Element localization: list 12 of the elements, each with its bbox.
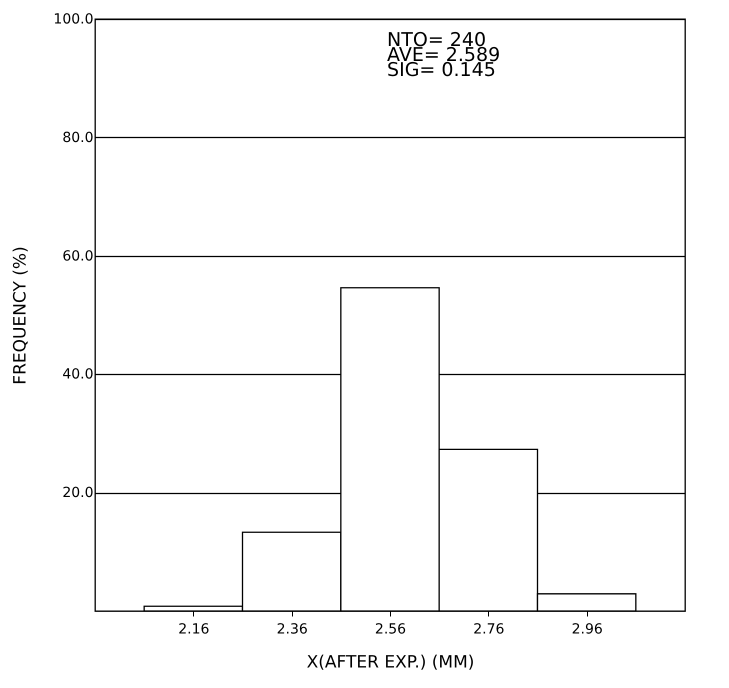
y-axis-title: FREQUENCY (%) — [10, 246, 30, 385]
y-tick-label: 20.0 — [62, 485, 94, 502]
y-tick-label: 80.0 — [62, 130, 94, 146]
x-tick-label: 2.76 — [473, 622, 505, 638]
x-axis-title: X(AFTER EXP.) (MM) — [306, 652, 474, 672]
y-tick-label: 100.0 — [53, 12, 94, 28]
y-tick-label: 60.0 — [62, 248, 94, 264]
x-tick-label: 2.36 — [276, 622, 308, 638]
y-tick-label: 40.0 — [62, 366, 94, 383]
x-tick-label: 2.16 — [178, 622, 210, 638]
x-tick-label: 2.56 — [374, 622, 406, 638]
x-tick-label: 2.96 — [572, 622, 603, 638]
